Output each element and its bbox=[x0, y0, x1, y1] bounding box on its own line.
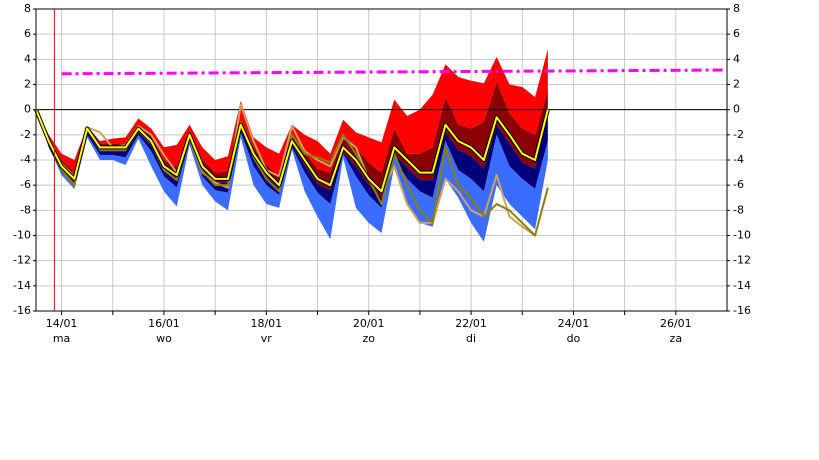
x-tick-day: do bbox=[567, 332, 581, 345]
x-tick-label: 18/01 bbox=[250, 317, 282, 330]
y-tick-label: -12 bbox=[13, 254, 31, 267]
y2-tick-label: 6 bbox=[733, 27, 740, 40]
x-tick-label: 24/01 bbox=[558, 317, 590, 330]
y-tick-label: -10 bbox=[13, 229, 31, 242]
band bbox=[36, 49, 548, 177]
x-tick-day: wo bbox=[156, 332, 172, 345]
y-tick-label: 2 bbox=[24, 78, 31, 91]
y2-tick-label: -2 bbox=[733, 128, 744, 141]
y-tick-label: -16 bbox=[13, 304, 31, 317]
y2-tick-label: 2 bbox=[733, 78, 740, 91]
y-tick-label: -8 bbox=[20, 203, 31, 216]
plot-frame bbox=[35, 8, 728, 312]
y2-tick-label: -16 bbox=[733, 304, 751, 317]
x-tick-label: 16/01 bbox=[148, 317, 180, 330]
y-tick-label: -2 bbox=[20, 128, 31, 141]
mean-line bbox=[35, 109, 549, 193]
y2-tick-label: -6 bbox=[733, 178, 744, 191]
x-tick-label: 20/01 bbox=[353, 317, 385, 330]
y2-tick-label: 8 bbox=[733, 2, 740, 15]
y2-tick-label: -14 bbox=[733, 279, 751, 292]
y2-tick-label: 0 bbox=[733, 103, 740, 116]
y-tick-label: -6 bbox=[20, 178, 31, 191]
x-tick-label: 22/01 bbox=[455, 317, 487, 330]
y-tick-label: 4 bbox=[24, 52, 31, 65]
y-tick-label: 6 bbox=[24, 27, 31, 40]
y2-tick-label: -12 bbox=[733, 254, 751, 267]
y-tick-label: -4 bbox=[20, 153, 31, 166]
y-tick-label: -14 bbox=[13, 279, 31, 292]
x-tick-day: vr bbox=[261, 332, 273, 345]
y2-tick-label: -8 bbox=[733, 203, 744, 216]
y2-tick-label: 4 bbox=[733, 52, 740, 65]
member-line bbox=[35, 109, 549, 237]
band bbox=[36, 109, 548, 208]
x-tick-day: di bbox=[466, 332, 476, 345]
y-tick-label: 0 bbox=[24, 103, 31, 116]
y2-tick-label: -10 bbox=[733, 229, 751, 242]
y2-tick-label: -4 bbox=[733, 153, 744, 166]
reference-line bbox=[61, 68, 728, 76]
y-tick-label: 8 bbox=[24, 2, 31, 15]
x-tick-day: zo bbox=[362, 332, 375, 345]
x-tick-label: 14/01 bbox=[46, 317, 78, 330]
x-tick-day: ma bbox=[53, 332, 70, 345]
x-tick-day: za bbox=[670, 332, 683, 345]
x-tick-label: 26/01 bbox=[660, 317, 692, 330]
